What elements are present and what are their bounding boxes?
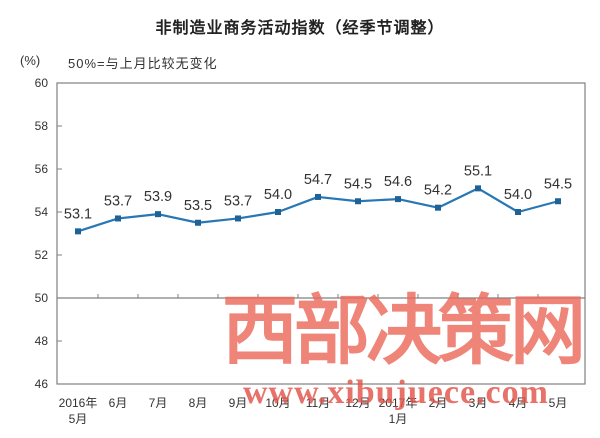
svg-text:58: 58 bbox=[35, 119, 49, 133]
svg-text:3月: 3月 bbox=[469, 396, 488, 410]
svg-text:54.5: 54.5 bbox=[544, 176, 572, 192]
svg-text:5月: 5月 bbox=[549, 396, 568, 410]
svg-text:7月: 7月 bbox=[149, 396, 168, 410]
svg-text:54: 54 bbox=[35, 205, 49, 219]
svg-text:53.7: 53.7 bbox=[104, 193, 132, 209]
svg-text:54.6: 54.6 bbox=[384, 174, 412, 190]
svg-text:10月: 10月 bbox=[265, 396, 290, 410]
svg-text:2月: 2月 bbox=[429, 396, 448, 410]
svg-text:53.1: 53.1 bbox=[64, 206, 92, 222]
svg-text:9月: 9月 bbox=[229, 396, 248, 410]
svg-text:53.9: 53.9 bbox=[144, 189, 172, 205]
svg-text:11月: 11月 bbox=[306, 396, 330, 410]
svg-text:55.1: 55.1 bbox=[464, 163, 492, 179]
svg-text:54.0: 54.0 bbox=[264, 187, 292, 203]
svg-text:60: 60 bbox=[35, 76, 49, 90]
svg-text:8月: 8月 bbox=[189, 396, 208, 410]
svg-text:53.7: 53.7 bbox=[224, 193, 252, 209]
svg-text:48: 48 bbox=[35, 334, 49, 348]
svg-text:54.2: 54.2 bbox=[424, 183, 452, 199]
svg-text:54.5: 54.5 bbox=[344, 176, 372, 192]
svg-text:56: 56 bbox=[35, 162, 49, 176]
svg-text:4月: 4月 bbox=[509, 396, 528, 410]
svg-text:54.0: 54.0 bbox=[504, 187, 532, 203]
svg-text:54.7: 54.7 bbox=[304, 172, 332, 188]
svg-text:12月: 12月 bbox=[345, 396, 370, 410]
svg-text:53.5: 53.5 bbox=[184, 198, 212, 214]
svg-text:6月: 6月 bbox=[109, 396, 128, 410]
reference-note-label: 50%=与上月比较无变化 bbox=[68, 56, 218, 71]
svg-text:46: 46 bbox=[35, 377, 49, 391]
y-axis-unit-label: (%) bbox=[20, 53, 41, 68]
chart-title: 非制造业商务活动指数（经季节调整） bbox=[155, 20, 445, 37]
svg-text:52: 52 bbox=[35, 248, 49, 262]
svg-text:50: 50 bbox=[35, 291, 49, 305]
